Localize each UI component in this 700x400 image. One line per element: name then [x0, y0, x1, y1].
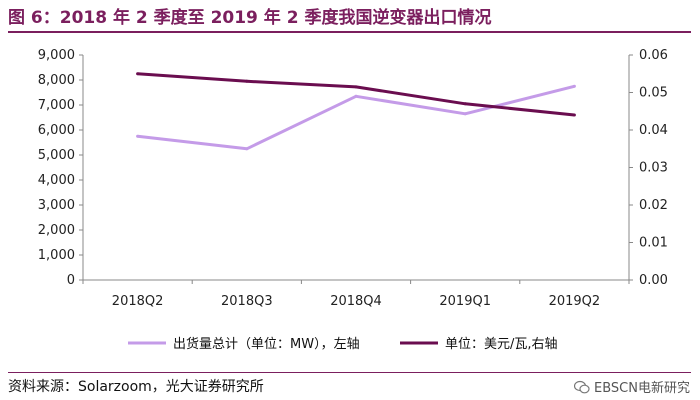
watermark-text: EBSCN电新研究 — [594, 381, 690, 396]
series-line-2 — [137, 72, 575, 117]
series-1-point — [354, 94, 358, 98]
x-tick-label: 2018Q3 — [221, 294, 273, 309]
y-left-tick-label: 0 — [67, 273, 75, 288]
title-divider — [8, 31, 691, 33]
series-2-point — [354, 85, 358, 89]
y-left-tick-label: 7,000 — [38, 98, 75, 113]
y-right-tick-label: 0.02 — [639, 198, 668, 213]
chart-title: 图 6：2018 年 2 季度至 2019 年 2 季度我国逆变器出口情况 — [8, 8, 492, 28]
series-1-point — [136, 134, 140, 138]
series-1-point — [572, 84, 576, 88]
y-right-tick-label: 0.04 — [639, 123, 668, 138]
series-layer — [136, 72, 576, 151]
y-right-tick-label: 0.06 — [639, 48, 668, 63]
series-2-point — [136, 72, 140, 76]
y-left-tick-label: 4,000 — [38, 173, 75, 188]
series-2-point — [245, 79, 249, 83]
y-right-tick-label: 0.01 — [639, 236, 668, 251]
source-note: 资料来源：Solarzoom，光大证券研究所 — [8, 379, 264, 395]
y-right-tick-label: 0.03 — [639, 161, 668, 176]
y-left-tick-label: 6,000 — [38, 123, 75, 138]
y-left-tick-label: 1,000 — [38, 248, 75, 263]
footer-divider — [8, 372, 691, 373]
x-tick-label: 2019Q1 — [439, 294, 491, 309]
legend-label-2: 单位：美元/瓦,右轴 — [445, 337, 558, 352]
watermark: EBSCN电新研究 — [574, 377, 690, 396]
series-1-point — [245, 147, 249, 151]
series-1-point — [463, 112, 467, 116]
axes: 0 1,000 2,000 3,000 4,000 5,000 6,000 7,000 8,00… — [38, 48, 668, 309]
series-2-point — [572, 113, 576, 117]
chart-svg: 0 1,000 2,000 3,000 4,000 5,000 6,000 7,000 8,00… — [38, 48, 668, 352]
x-tick-label: 2019Q2 — [549, 294, 601, 309]
x-tick-label: 2018Q2 — [112, 294, 164, 309]
y-left-tick-label: 5,000 — [38, 148, 75, 163]
legend: 出货量总计（单位：MW），左轴 单位：美元/瓦,右轴 — [128, 336, 558, 352]
y-right-tick-label: 0.05 — [639, 86, 668, 101]
y-right-tick-label: 0.00 — [639, 273, 668, 288]
wechat-icon — [574, 380, 590, 393]
y-left-tick-label: 2,000 — [38, 223, 75, 238]
series-2-point — [463, 102, 467, 106]
y-left-tick-label: 8,000 — [38, 73, 75, 88]
y-left-tick-label: 3,000 — [38, 198, 75, 213]
y-left-tick-label: 9,000 — [38, 48, 75, 63]
x-tick-label: 2018Q4 — [330, 294, 382, 309]
legend-label-1: 出货量总计（单位：MW），左轴 — [173, 336, 360, 352]
